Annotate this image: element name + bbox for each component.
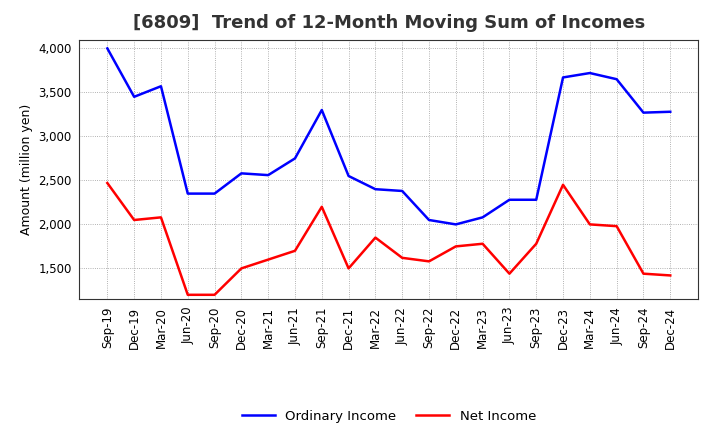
Ordinary Income (532, 197, 541, 202)
Net Income (532, 241, 541, 246)
Net Income (344, 266, 353, 271)
Net Income (103, 180, 112, 186)
Ordinary Income (478, 215, 487, 220)
Legend: Ordinary Income, Net Income: Ordinary Income, Net Income (236, 404, 541, 428)
Title: [6809]  Trend of 12-Month Moving Sum of Incomes: [6809] Trend of 12-Month Moving Sum of I… (132, 15, 645, 33)
Net Income (157, 215, 166, 220)
Net Income (559, 182, 567, 187)
Net Income (612, 224, 621, 229)
Ordinary Income (451, 222, 460, 227)
Ordinary Income (291, 156, 300, 161)
Ordinary Income (585, 70, 594, 76)
Net Income (291, 248, 300, 253)
Ordinary Income (130, 94, 138, 99)
Net Income (184, 292, 192, 297)
Ordinary Income (237, 171, 246, 176)
Net Income (425, 259, 433, 264)
Net Income (371, 235, 379, 240)
Line: Ordinary Income: Ordinary Income (107, 48, 670, 224)
Ordinary Income (103, 46, 112, 51)
Net Income (585, 222, 594, 227)
Ordinary Income (264, 172, 272, 178)
Y-axis label: Amount (million yen): Amount (million yen) (19, 104, 32, 235)
Ordinary Income (398, 188, 407, 194)
Ordinary Income (612, 77, 621, 82)
Ordinary Income (157, 84, 166, 89)
Ordinary Income (318, 107, 326, 113)
Ordinary Income (210, 191, 219, 196)
Line: Net Income: Net Income (107, 183, 670, 295)
Net Income (666, 273, 675, 278)
Net Income (237, 266, 246, 271)
Ordinary Income (505, 197, 514, 202)
Net Income (478, 241, 487, 246)
Net Income (210, 292, 219, 297)
Ordinary Income (559, 75, 567, 80)
Ordinary Income (425, 217, 433, 223)
Net Income (505, 271, 514, 276)
Net Income (451, 244, 460, 249)
Net Income (264, 257, 272, 262)
Ordinary Income (184, 191, 192, 196)
Net Income (639, 271, 648, 276)
Ordinary Income (666, 109, 675, 114)
Ordinary Income (371, 187, 379, 192)
Ordinary Income (344, 173, 353, 179)
Ordinary Income (639, 110, 648, 115)
Net Income (398, 255, 407, 260)
Net Income (130, 217, 138, 223)
Net Income (318, 204, 326, 209)
